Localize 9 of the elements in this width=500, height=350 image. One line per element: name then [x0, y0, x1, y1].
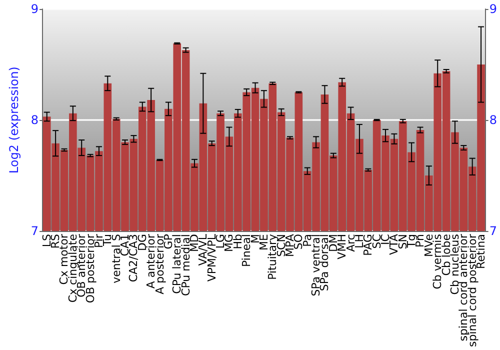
- y2-tick-label: 8: [489, 113, 498, 128]
- x-tick-label: Retina: [474, 234, 488, 270]
- y-tick-label: 7: [30, 224, 39, 238]
- x-tick-label: Pituitary: [266, 234, 280, 280]
- y-axis-title: Log2 (expression): [7, 66, 21, 174]
- y2-tick-label: 7: [489, 224, 498, 238]
- y2-tick-label: 9: [489, 2, 498, 16]
- y-tick-label: 8: [30, 113, 39, 128]
- y-tick-label: 9: [30, 2, 39, 16]
